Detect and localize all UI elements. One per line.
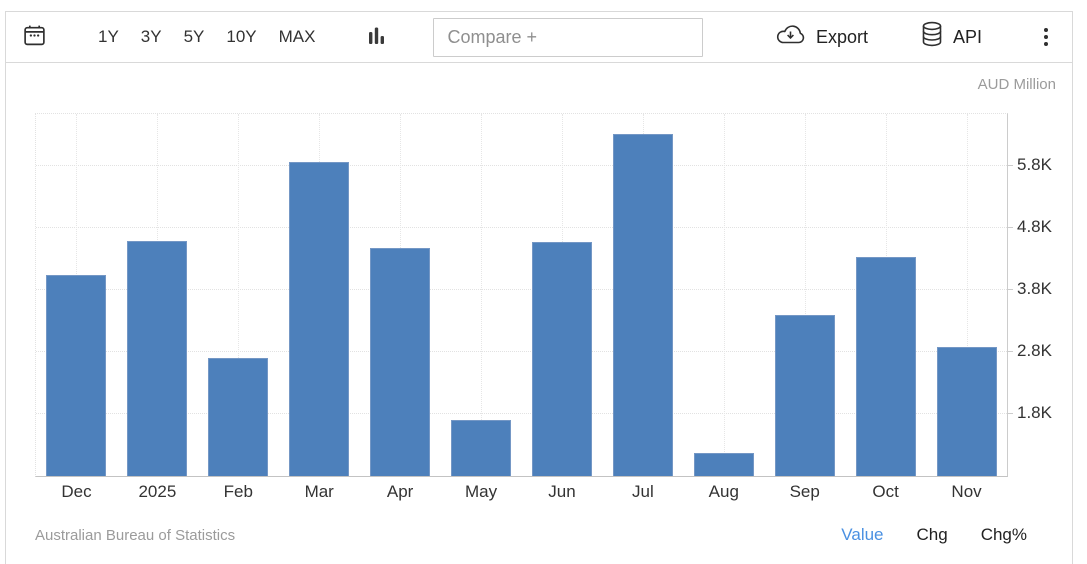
bar-mar[interactable] [289, 161, 350, 476]
gridline-horizontal [36, 288, 1007, 290]
bar-chart-icon [368, 25, 385, 50]
gridline-horizontal [36, 412, 1007, 414]
gridline-horizontal [36, 226, 1007, 228]
api-label: API [952, 26, 982, 47]
y-axis-tick [1007, 412, 1013, 414]
range-buttons: 1Y 3Y 5Y 10Y MAX [87, 23, 326, 51]
compare-input[interactable] [433, 17, 704, 57]
calendar-button[interactable] [20, 21, 49, 53]
range-button-3y[interactable]: 3Y [130, 23, 173, 51]
range-button-max[interactable]: MAX [268, 23, 327, 51]
y-axis-tick [1007, 226, 1013, 228]
x-axis-label: Nov [951, 482, 982, 501]
x-axis-label: Jun [548, 482, 576, 501]
more-options-button[interactable] [1040, 24, 1052, 50]
bar-nov[interactable] [936, 347, 997, 476]
x-axis-label: 2025 [138, 482, 177, 501]
footer-tab-value[interactable]: Value [841, 525, 884, 544]
kebab-menu-icon [1044, 28, 1048, 46]
bar-2025[interactable] [127, 241, 188, 476]
bar-oct[interactable] [855, 256, 916, 476]
x-axis-label: Apr [386, 482, 414, 501]
y-axis-label: 4.8K [1017, 216, 1052, 236]
y-axis-tick [1007, 288, 1013, 290]
export-label: Export [815, 26, 868, 47]
x-axis-label: Sep [789, 482, 820, 501]
gridline-vertical [723, 114, 725, 476]
bar-jul[interactable] [612, 133, 673, 476]
footer-tab-chg[interactable]: Chg [916, 525, 948, 544]
unit-label: AUD Million [977, 76, 1056, 93]
x-axis-label: Oct [872, 482, 899, 501]
gridline-horizontal [36, 350, 1007, 352]
y-axis-label: 5.8K [1017, 154, 1052, 174]
bar-dec[interactable] [46, 275, 107, 476]
chart-type-button[interactable] [366, 23, 387, 52]
chart-region: AUD Million 1.8K 2.8K 3.8K 4.8K 5.8K Dec 2025 F… [6, 63, 1072, 563]
y-axis-label: 1.8K [1017, 402, 1052, 422]
bar-feb[interactable] [208, 357, 269, 476]
database-icon [920, 21, 944, 53]
gridline-vertical [481, 114, 483, 476]
footer-tab-chgpct[interactable]: Chg% [980, 525, 1027, 544]
export-button[interactable]: Export [774, 23, 868, 52]
api-button[interactable]: API [920, 21, 982, 53]
gridline-vertical [238, 114, 240, 476]
y-axis-tick [1007, 350, 1013, 352]
footer-tabs: Value Chg Chg% [841, 525, 1027, 545]
y-axis-label: 3.8K [1017, 278, 1052, 298]
chart-footer: Australian Bureau of Statistics Value Chg… [6, 525, 1072, 545]
bar-aug[interactable] [693, 452, 754, 476]
x-axis-label: Aug [708, 482, 739, 501]
plot-area: 1.8K 2.8K 3.8K 4.8K 5.8K Dec 2025 Feb Mar Apr May J… [35, 113, 1052, 501]
y-axis-label: 2.8K [1017, 340, 1052, 360]
range-button-1y[interactable]: 1Y [87, 23, 130, 51]
x-axis-label: Jul [632, 482, 654, 501]
gridline-vertical [966, 114, 968, 476]
gridline-horizontal [36, 164, 1007, 166]
toolbar-right: Export API [774, 21, 1072, 53]
range-button-10y[interactable]: 10Y [215, 23, 267, 51]
x-axis-label: Feb [223, 482, 253, 501]
gridline-vertical [804, 114, 806, 476]
bar-jun[interactable] [531, 242, 592, 476]
y-axis-tick [1007, 164, 1013, 166]
range-button-5y[interactable]: 5Y [173, 23, 216, 51]
calendar-icon [22, 23, 47, 51]
x-axis-label: May [464, 482, 498, 501]
x-axis-label: Dec [61, 482, 92, 501]
cloud-download-icon [774, 23, 807, 52]
bar-apr[interactable] [370, 248, 431, 476]
bar-sep[interactable] [774, 314, 835, 476]
bar-may[interactable] [451, 420, 512, 476]
x-axis-label: Mar [304, 482, 334, 501]
source-attribution: Australian Bureau of Statistics [35, 526, 236, 544]
